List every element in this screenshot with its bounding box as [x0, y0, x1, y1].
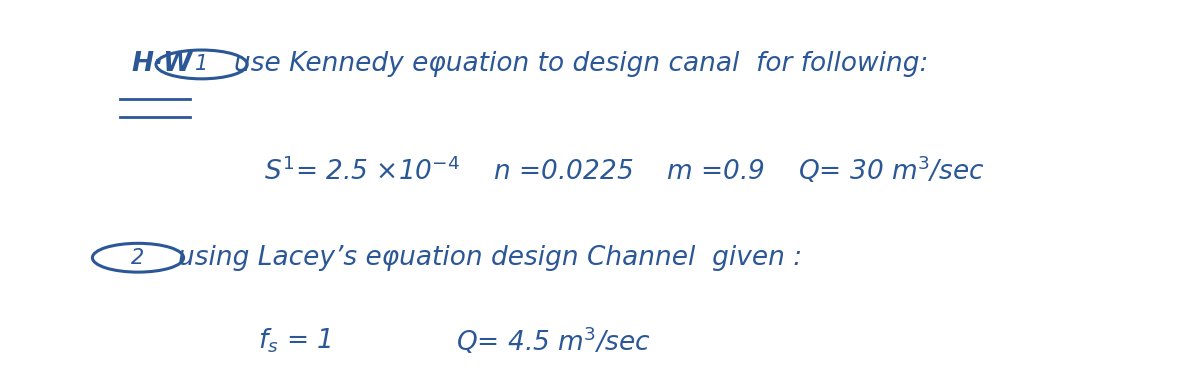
- Text: Q= 4.5 m$^3$/sec: Q= 4.5 m$^3$/sec: [456, 325, 652, 357]
- Text: use Kennedy eφuation to design canal  for following:: use Kennedy eφuation to design canal for…: [234, 52, 929, 77]
- Text: H·W: H·W: [131, 52, 193, 77]
- Text: 1: 1: [194, 55, 209, 74]
- Text: $S^1$= 2.5 $\times$10$^{-4}$    n =0.0225    m =0.9    Q= 30 m$^3$/sec: $S^1$= 2.5 $\times$10$^{-4}$ n =0.0225 m…: [264, 155, 985, 186]
- Text: $f_s$ = 1: $f_s$ = 1: [258, 327, 331, 356]
- Text: 2: 2: [131, 248, 145, 268]
- Text: using Lacey’s eφuation design Channel  given :: using Lacey’s eφuation design Channel gi…: [178, 245, 802, 271]
